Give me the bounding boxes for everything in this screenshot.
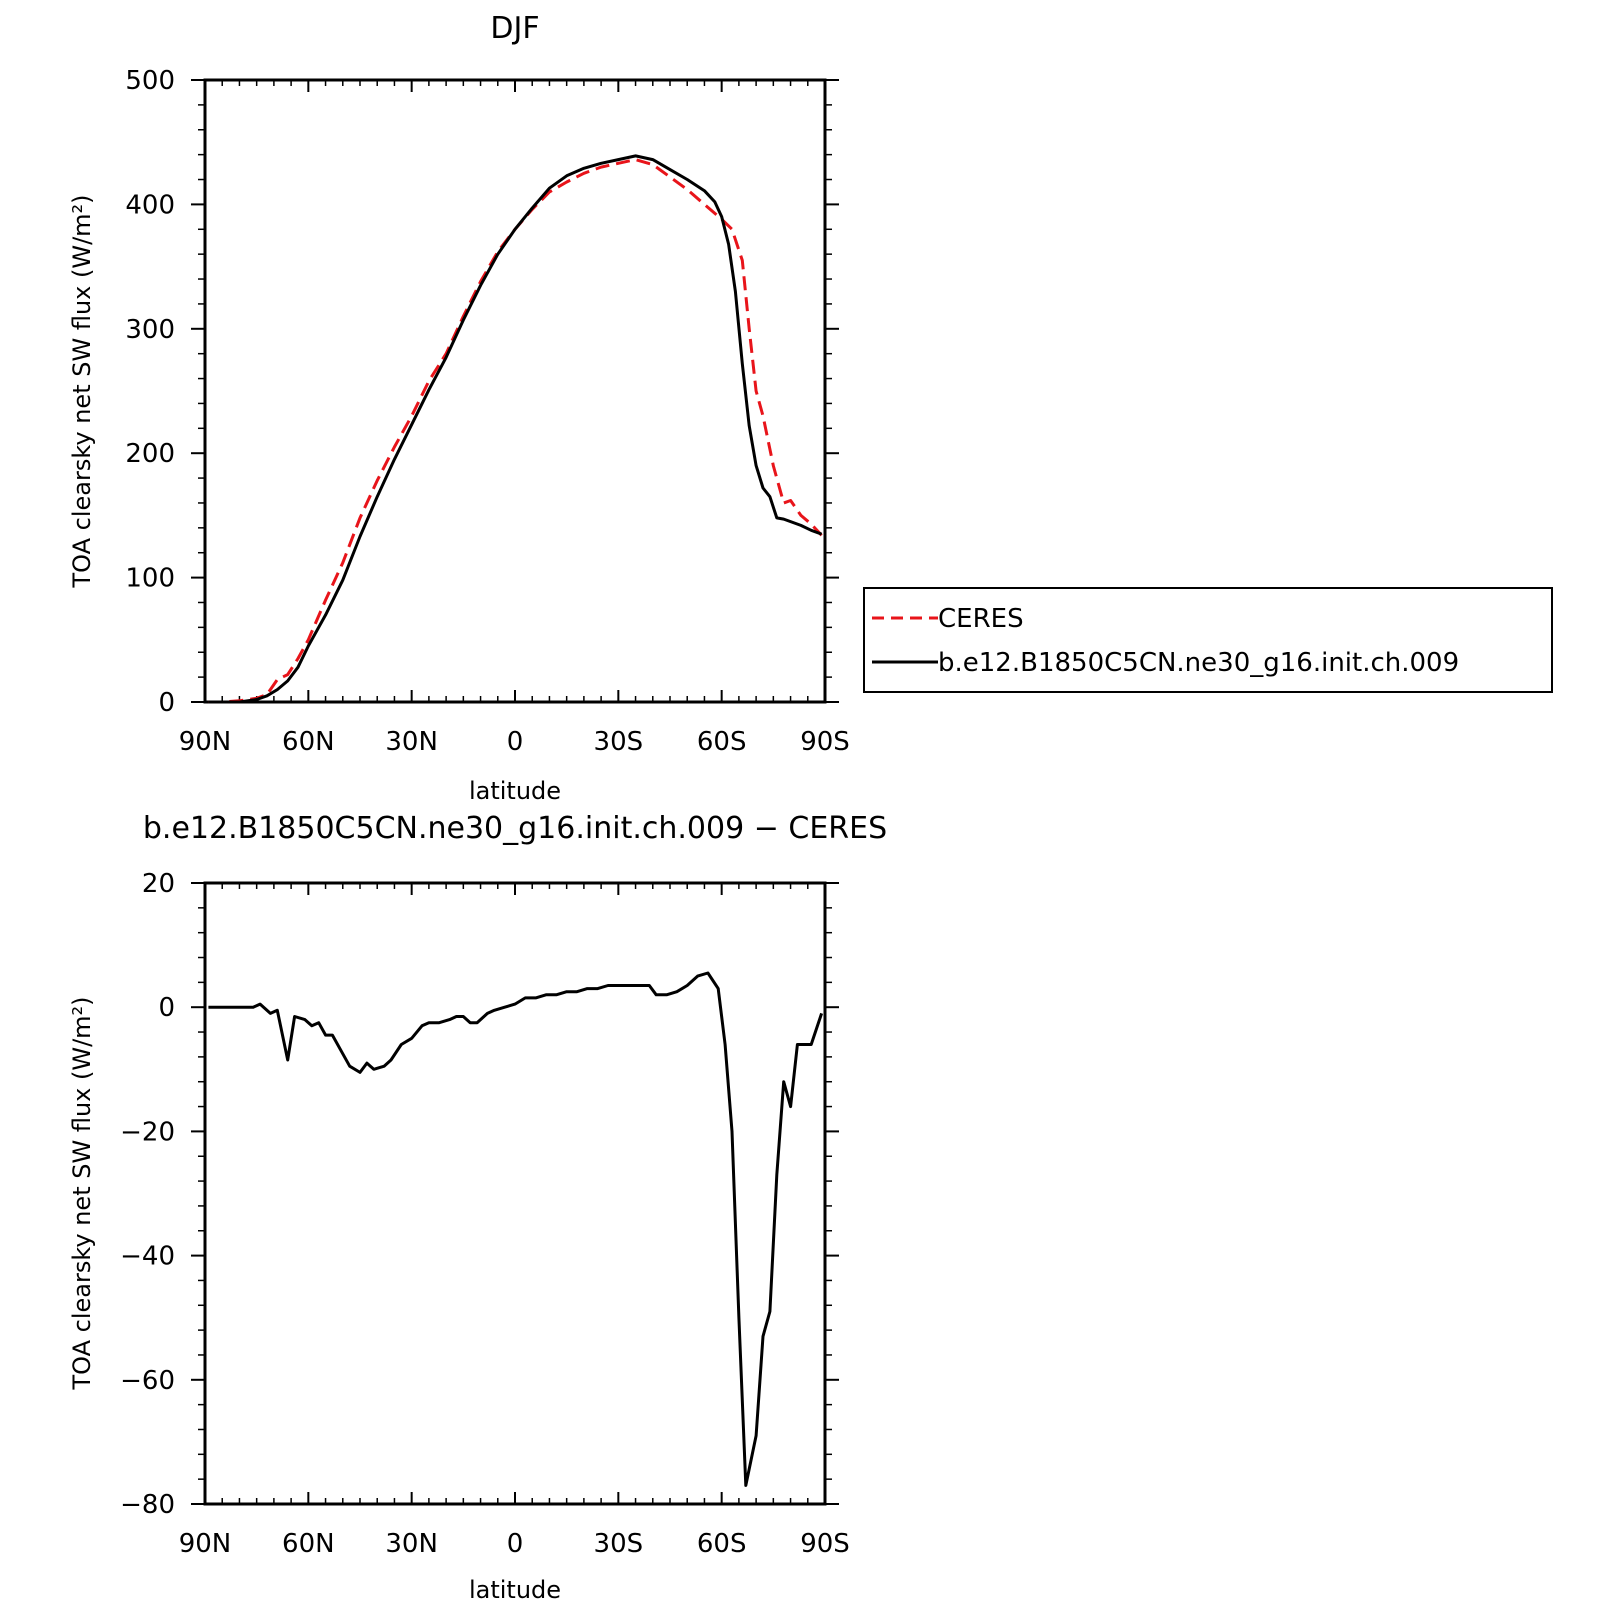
top-x-tick-label: 0 bbox=[507, 727, 524, 757]
bottom-x-tick-label: 60S bbox=[697, 1529, 747, 1559]
bottom-y-tick-label: −20 bbox=[120, 1117, 175, 1147]
top-x-tick-label: 60S bbox=[697, 727, 747, 757]
bottom-y-tick-label: −40 bbox=[120, 1242, 175, 1272]
bottom-series-layer bbox=[208, 971, 824, 1487]
top-y-tick-label: 300 bbox=[125, 315, 175, 345]
top-plot-frame bbox=[203, 78, 827, 704]
bottom-x-tick-label: 0 bbox=[507, 1529, 524, 1559]
top-x-tick-label: 60N bbox=[282, 727, 335, 757]
top-y-tick-label: 200 bbox=[125, 439, 175, 469]
top-y-axis-label: TOA clearsky net SW flux (W/m²) bbox=[68, 194, 96, 588]
top-y-tick-label: 500 bbox=[125, 66, 175, 96]
bottom-y-tick-label: −60 bbox=[120, 1366, 175, 1396]
bottom-x-tick-label: 90N bbox=[179, 1529, 232, 1559]
bottom-y-axis-label: TOA clearsky net SW flux (W/m²) bbox=[68, 996, 96, 1390]
bottom-y-tick-label: −80 bbox=[120, 1490, 175, 1520]
top-series-line-model bbox=[208, 154, 823, 704]
top-chart-title: DJF bbox=[490, 11, 539, 46]
bottom-chart-difference: b.e12.B1850C5CN.ne30_g16.init.ch.009 − C… bbox=[68, 811, 887, 1603]
legend-label-ceres: CERES bbox=[938, 604, 1024, 634]
bottom-x-tick-label: 30S bbox=[594, 1529, 644, 1559]
bottom-x-tick-label: 30N bbox=[385, 1529, 438, 1559]
top-x-tick-label: 30N bbox=[385, 727, 438, 757]
top-chart-djf: DJF 90N 60N 30N 0 30S 60S 90S0100200300400500 … bbox=[68, 11, 850, 805]
top-y-tick-label: 100 bbox=[125, 564, 175, 594]
bottom-series-line-model bbox=[208, 971, 824, 1487]
bottom-x-tick-label: 90S bbox=[800, 1529, 850, 1559]
top-x-tick-label: 90S bbox=[800, 727, 850, 757]
top-x-axis-label: latitude bbox=[469, 777, 561, 805]
top-y-tick-label: 0 bbox=[158, 688, 175, 718]
bottom-x-axis-label: latitude bbox=[469, 1576, 561, 1603]
top-series-layer bbox=[208, 154, 823, 704]
bottom-x-tick-label: 60N bbox=[282, 1529, 335, 1559]
top-y-tick-label: 400 bbox=[125, 190, 175, 220]
bottom-chart-title: b.e12.B1850C5CN.ne30_g16.init.ch.009 − C… bbox=[143, 811, 887, 846]
top-x-tick-label: 30S bbox=[594, 727, 644, 757]
legend: CERES b.e12.B1850C5CN.ne30_g16.init.ch.0… bbox=[863, 587, 1553, 693]
legend-label-model: b.e12.B1850C5CN.ne30_g16.init.ch.009 bbox=[938, 648, 1459, 678]
legend-frame bbox=[863, 587, 1553, 693]
bottom-plot-frame bbox=[203, 881, 827, 1506]
bottom-y-tick-label: 20 bbox=[142, 869, 175, 899]
bottom-axis-ticks: 90N 60N 30N 0 30S 60S 90S −80 −60 −40 −20 0 20 bbox=[120, 869, 850, 1559]
top-axis-ticks: 90N 60N 30N 0 30S 60S 90S 0 100 200 300 400 500 bbox=[125, 66, 849, 757]
top-x-tick-label: 90N bbox=[179, 727, 232, 757]
top-series-line-ceres bbox=[208, 158, 823, 704]
bottom-y-tick-label: 0 bbox=[158, 993, 175, 1023]
